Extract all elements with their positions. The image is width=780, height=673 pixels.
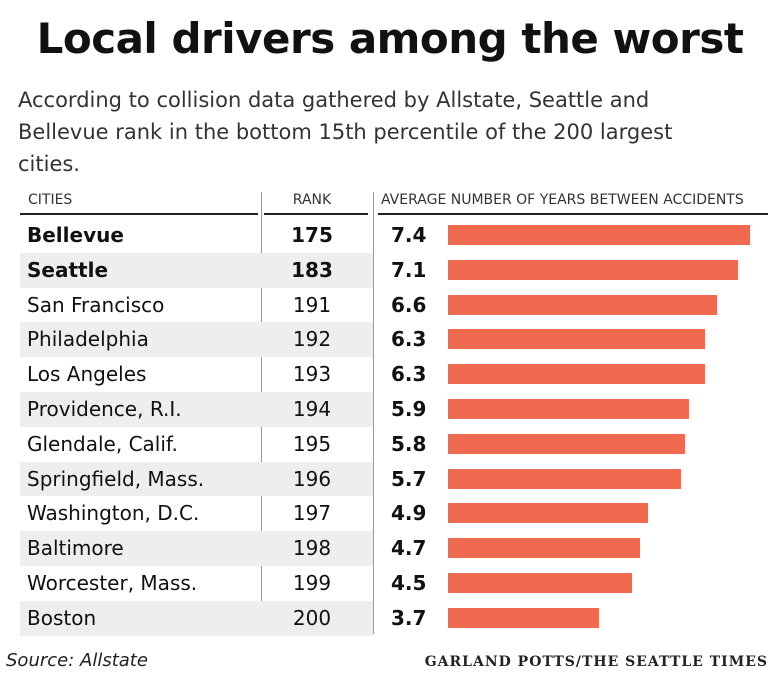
table-row: Providence, R.I. 194 5.9	[0, 392, 780, 427]
row-shading	[20, 531, 373, 566]
table-row: Baltimore 198 4.7	[0, 531, 780, 566]
city-label: Baltimore	[27, 536, 124, 561]
bar	[448, 573, 632, 593]
rank-value: 199	[292, 571, 332, 595]
years-header-rule	[378, 213, 768, 215]
bar	[448, 225, 750, 245]
city-label: Seattle	[27, 257, 109, 282]
table-row: Los Angeles 193 6.3	[0, 357, 780, 392]
rank-value: 193	[292, 362, 332, 387]
rank-value: 191	[292, 292, 332, 317]
row-shading	[20, 252, 373, 288]
row-shading	[20, 392, 373, 427]
data-label: 3.7	[391, 605, 427, 630]
column-divider	[373, 192, 374, 634]
table-row: Glendale, Calif. 195 5.8	[0, 427, 780, 462]
rank-value: 196	[292, 466, 332, 491]
bar	[448, 538, 640, 559]
city-label: Providence, R.I.	[27, 397, 182, 421]
city-label: San Francisco	[27, 292, 165, 317]
data-label: 5.7	[391, 466, 427, 491]
table-row: Springfield, Mass. 196 5.7	[0, 461, 780, 497]
years-column-header: AVERAGE NUMBER OF YEARS BETWEEN ACCIDENT…	[381, 192, 744, 208]
row-shading	[20, 322, 373, 358]
table-row: Worcester, Mass. 199 4.5	[0, 566, 780, 601]
bar	[448, 607, 599, 628]
city-label: Philadelphia	[27, 327, 149, 352]
bar	[448, 503, 648, 524]
data-label: 6.3	[391, 327, 427, 352]
bar	[448, 294, 718, 315]
data-label: 5.8	[391, 431, 427, 456]
data-label: 7.1	[391, 257, 427, 282]
data-label: 4.5	[391, 571, 427, 595]
row-shading	[20, 600, 373, 636]
cities-header-rule	[20, 213, 258, 215]
table-row: Washington, D.C. 197 4.9	[0, 496, 780, 531]
bar	[448, 259, 738, 280]
bar	[448, 468, 681, 489]
table-row: Seattle 183 7.1	[0, 252, 780, 288]
table-row: Boston 200 3.7	[0, 600, 780, 636]
bar	[448, 399, 689, 419]
table-row: Bellevue 175 7.4	[0, 218, 780, 253]
rank-value: 192	[292, 327, 332, 352]
rank-value: 195	[292, 431, 332, 456]
city-label: Springfield, Mass.	[27, 466, 205, 491]
chart-subtitle: According to collision data gathered by …	[18, 88, 673, 176]
rank-value: 198	[292, 536, 332, 561]
rank-value: 175	[291, 223, 333, 247]
rank-value: 194	[292, 397, 332, 421]
data-label: 6.3	[391, 362, 427, 387]
rank-header-rule	[264, 213, 368, 215]
row-shading	[20, 461, 373, 497]
city-label: Worcester, Mass.	[27, 571, 198, 595]
bar	[448, 329, 706, 350]
rank-value: 200	[292, 605, 332, 630]
city-label: Bellevue	[27, 223, 124, 247]
bar	[448, 364, 706, 385]
city-label: Washington, D.C.	[27, 501, 200, 526]
chart-title: Local drivers among the worst	[36, 14, 744, 63]
bar	[448, 433, 685, 454]
table-row: Philadelphia 192 6.3	[0, 322, 780, 358]
data-label: 6.6	[391, 292, 427, 317]
table-row: San Francisco 191 6.6	[0, 288, 780, 323]
credit-line: GARLAND POTTS/THE SEATTLE TIMES	[424, 654, 768, 670]
city-label: Los Angeles	[27, 362, 147, 387]
rank-value: 183	[291, 257, 333, 282]
cities-column-header: CITIES	[28, 192, 73, 208]
data-label: 7.4	[391, 223, 427, 247]
city-label: Boston	[27, 605, 97, 630]
source-note: Source: Allstate	[6, 650, 148, 671]
rank-column-header: RANK	[292, 192, 332, 208]
city-label: Glendale, Calif.	[27, 431, 178, 456]
data-label: 4.9	[391, 501, 427, 526]
rank-value: 197	[292, 501, 332, 526]
data-label: 4.7	[391, 536, 427, 561]
data-label: 5.9	[391, 397, 427, 421]
